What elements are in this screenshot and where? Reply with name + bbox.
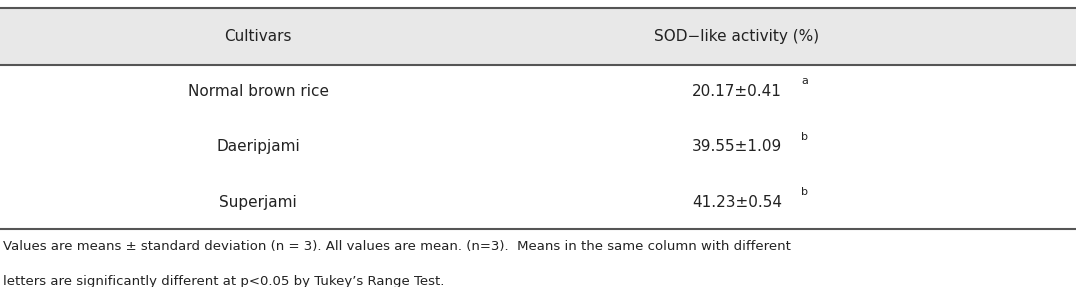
Text: Superjami: Superjami <box>220 195 297 210</box>
Text: a: a <box>802 76 808 86</box>
Text: 41.23±0.54: 41.23±0.54 <box>692 195 782 210</box>
Text: Values are means ± standard deviation (n = 3). All values are mean. (n=3).  Mean: Values are means ± standard deviation (n… <box>3 240 791 253</box>
Text: Cultivars: Cultivars <box>225 29 292 44</box>
Text: b: b <box>802 187 808 197</box>
Text: Normal brown rice: Normal brown rice <box>187 84 329 99</box>
Text: b: b <box>802 132 808 142</box>
Text: 39.55±1.09: 39.55±1.09 <box>692 139 782 154</box>
FancyBboxPatch shape <box>0 8 1076 65</box>
Text: 20.17±0.41: 20.17±0.41 <box>692 84 782 99</box>
Text: letters are significantly different at p<0.05 by Tukey’s Range Test.: letters are significantly different at p… <box>3 275 444 287</box>
Text: SOD−like activity (%): SOD−like activity (%) <box>654 29 820 44</box>
Text: Daeripjami: Daeripjami <box>216 139 300 154</box>
